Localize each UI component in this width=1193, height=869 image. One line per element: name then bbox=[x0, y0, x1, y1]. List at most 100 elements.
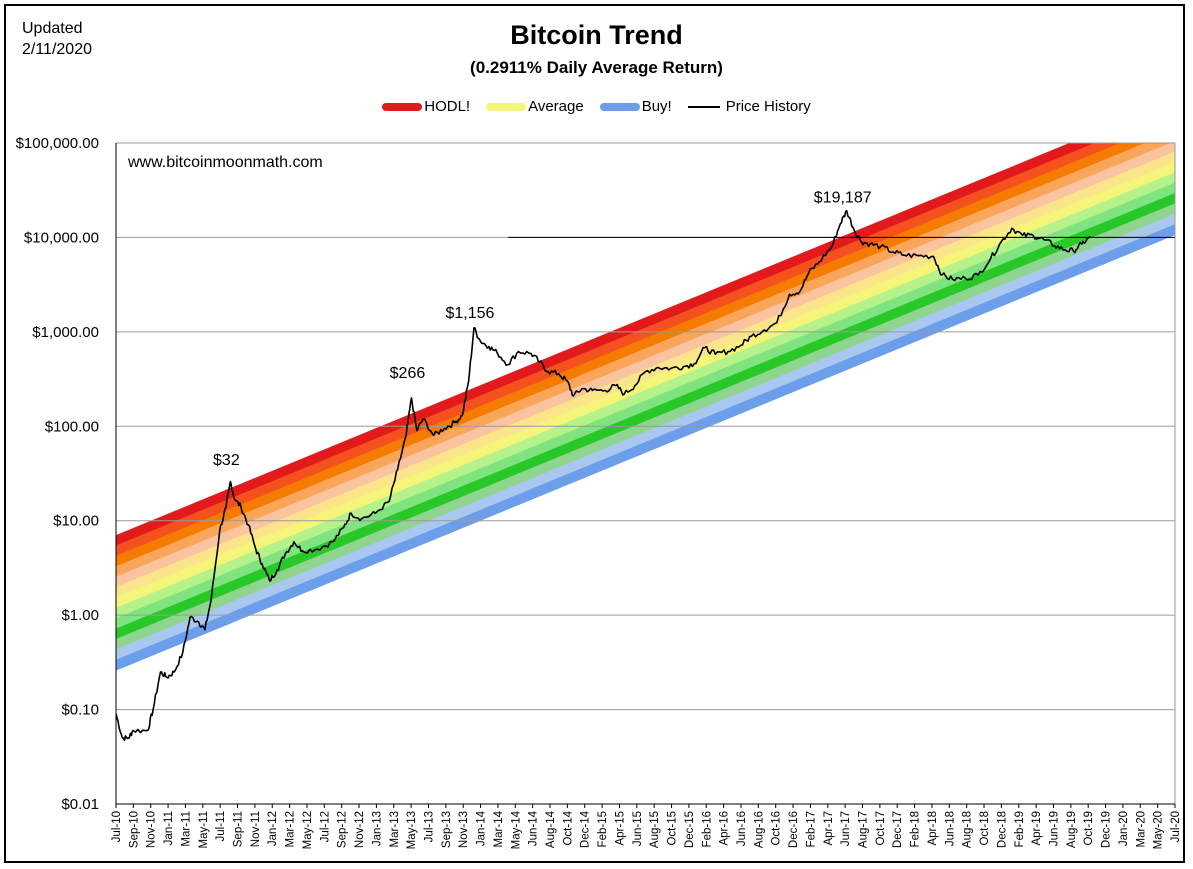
legend-swatch-buy bbox=[599, 102, 640, 111]
chart-subtitle: (0.2911% Daily Average Return) bbox=[470, 58, 723, 77]
x-tick-label: Feb-19 bbox=[1014, 811, 1026, 847]
legend-label-average: Average bbox=[528, 98, 584, 115]
legend-item-buy: Buy! bbox=[599, 98, 672, 115]
y-tick-label: $100,000.00 bbox=[16, 135, 99, 152]
x-tick-label: Jan-20 bbox=[1118, 811, 1130, 846]
x-tick-label: Aug-15 bbox=[649, 811, 661, 848]
x-tick-label: Oct-18 bbox=[979, 811, 991, 846]
legend-label-buy: Buy! bbox=[641, 98, 672, 115]
x-tick-label: Jun-15 bbox=[632, 811, 644, 846]
rainbow-band-10 bbox=[116, 192, 1175, 640]
x-tick-label: Apr-19 bbox=[1031, 811, 1043, 846]
x-axis: Jul-10 Sep-10 Nov-10 Jan-11 Mar-11 May-11 Jul-… bbox=[111, 804, 1182, 849]
grid-lines bbox=[115, 142, 1176, 805]
x-tick-label: Jun-18 bbox=[944, 811, 956, 846]
x-tick-label: Aug-18 bbox=[962, 811, 974, 848]
legend-item-price-history: Price History bbox=[687, 98, 811, 115]
y-tick-label: $100.00 bbox=[45, 418, 99, 435]
x-tick-label: Dec-19 bbox=[1101, 811, 1113, 848]
x-tick-label: Sep-11 bbox=[233, 811, 245, 847]
x-tick-label: Mar-11 bbox=[180, 811, 192, 847]
x-tick-label: Sep-13 bbox=[441, 811, 453, 848]
x-tick-label: Oct-14 bbox=[562, 810, 574, 845]
legend-swatch-price-history bbox=[687, 105, 720, 108]
rainbow-band-6 bbox=[116, 151, 1175, 598]
x-tick-label: Dec-15 bbox=[684, 811, 696, 848]
x-tick-label: Nov-10 bbox=[146, 811, 158, 848]
x-tick-label: Apr-17 bbox=[823, 811, 835, 846]
y-tick-label: $0.10 bbox=[61, 702, 99, 719]
x-tick-label: Jun-19 bbox=[1048, 811, 1060, 846]
x-tick-label: Dec-18 bbox=[996, 811, 1008, 848]
y-tick-label: $0.01 bbox=[61, 796, 99, 813]
x-tick-label: Apr-18 bbox=[927, 811, 939, 846]
chart-legend: HODL! Average Buy! Price History bbox=[0, 98, 1193, 115]
x-tick-label: Mar-20 bbox=[1135, 811, 1147, 847]
x-tick-label: May-12 bbox=[302, 811, 314, 849]
x-tick-label: Mar-12 bbox=[285, 811, 297, 847]
x-tick-label: Mar-13 bbox=[389, 811, 401, 847]
peak-label: $32 bbox=[213, 452, 240, 469]
x-tick-label: May-20 bbox=[1153, 811, 1165, 849]
updated-note: Updated 2/11/2020 bbox=[22, 18, 92, 60]
x-tick-label: Jul-11 bbox=[215, 811, 227, 841]
x-tick-label: Sep-12 bbox=[337, 811, 349, 848]
rainbow-band-9 bbox=[116, 182, 1175, 630]
x-tick-label: Jan-12 bbox=[267, 811, 279, 846]
peak-annotations: $32 $266 $1,156 $19,187 bbox=[213, 190, 872, 469]
x-tick-label: Jun-17 bbox=[840, 811, 852, 846]
peak-label: $266 bbox=[390, 365, 426, 382]
x-tick-label: Feb-15 bbox=[597, 811, 609, 847]
y-tick-label: $1.00 bbox=[61, 607, 99, 624]
legend-item-average: Average bbox=[486, 98, 584, 115]
x-tick-label: May-13 bbox=[406, 811, 418, 849]
x-tick-label: Jul-20 bbox=[1170, 811, 1182, 842]
x-tick-label: Jun-16 bbox=[736, 811, 748, 846]
x-tick-label: Nov-11 bbox=[250, 811, 262, 847]
x-tick-label: Oct-16 bbox=[771, 811, 783, 846]
price-series bbox=[116, 209, 1091, 742]
x-tick-label: Feb-18 bbox=[910, 811, 922, 847]
x-tick-label: Aug-14 bbox=[545, 810, 557, 848]
y-tick-label: $1,000.00 bbox=[32, 324, 99, 341]
legend-item-hodl: HODL! bbox=[382, 98, 470, 115]
x-tick-label: Nov-13 bbox=[458, 811, 470, 848]
rainbow-band-12 bbox=[116, 213, 1175, 661]
x-tick-label: Jan-11 bbox=[163, 811, 175, 845]
rainbow-band-13 bbox=[116, 224, 1175, 671]
y-axis: $100,000.00 $10,000.00 $1,000.00 $100.00 $10… bbox=[16, 135, 99, 813]
rainbow-band-5 bbox=[116, 143, 1175, 588]
x-tick-label: Aug-19 bbox=[1066, 811, 1078, 848]
x-tick-label: Feb-16 bbox=[701, 811, 713, 847]
rainbow-bands bbox=[116, 143, 1175, 804]
legend-swatch-average bbox=[486, 102, 527, 111]
legend-label-price-history: Price History bbox=[725, 98, 811, 115]
x-tick-label: Aug-17 bbox=[858, 811, 870, 848]
x-tick-label: Apr-16 bbox=[719, 811, 731, 846]
x-tick-label: Oct-15 bbox=[667, 811, 679, 846]
legend-label-hodl: HODL! bbox=[424, 98, 471, 115]
x-tick-label: May-14 bbox=[510, 810, 522, 849]
x-tick-label: Jul-12 bbox=[319, 811, 331, 842]
x-tick-label: Nov-12 bbox=[354, 811, 366, 848]
x-tick-label: Mar-14 bbox=[493, 810, 505, 847]
x-tick-label: May-11 bbox=[198, 811, 210, 849]
price-history-line bbox=[116, 209, 1091, 742]
x-tick-label: Dec-17 bbox=[892, 811, 904, 848]
x-tick-label: Dec-14 bbox=[580, 810, 592, 848]
x-tick-label: Jun-14 bbox=[528, 810, 540, 846]
x-tick-label: Jan-13 bbox=[371, 811, 383, 846]
updated-date: 2/11/2020 bbox=[22, 41, 92, 58]
x-tick-label: Jan-14 bbox=[476, 810, 488, 846]
x-tick-label: Sep-10 bbox=[128, 811, 140, 848]
x-tick-label: Oct-19 bbox=[1083, 811, 1095, 846]
peak-label: $1,156 bbox=[445, 305, 494, 322]
x-tick-label: Aug-16 bbox=[753, 811, 765, 848]
x-tick-label: Jul-10 bbox=[111, 811, 123, 842]
rainbow-band-8 bbox=[116, 172, 1175, 619]
x-tick-label: Oct-17 bbox=[875, 811, 887, 846]
watermark-text: www.bitcoinmoonmath.com bbox=[127, 154, 323, 171]
x-tick-label: Jul-13 bbox=[423, 811, 435, 842]
legend-swatch-hodl bbox=[382, 102, 423, 111]
